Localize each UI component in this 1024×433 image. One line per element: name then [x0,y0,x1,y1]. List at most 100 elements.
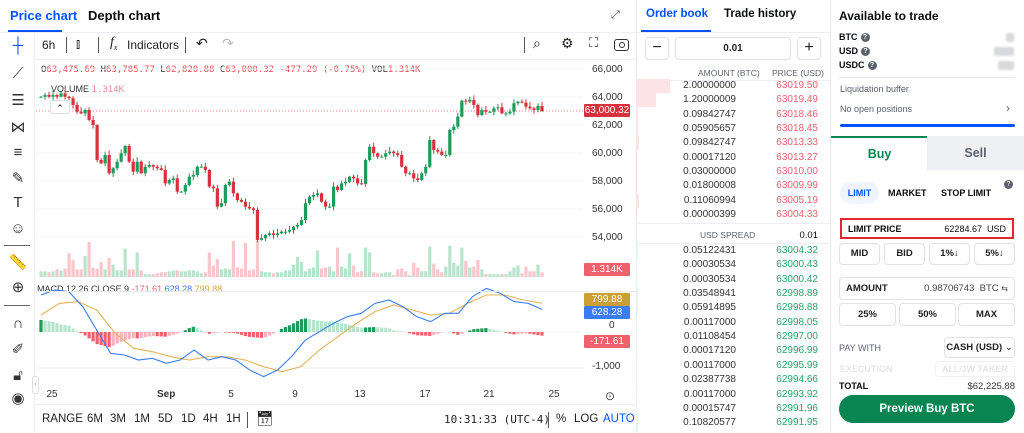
decrease-step-button[interactable]: − [645,37,669,60]
bid-button[interactable]: BID [884,243,925,265]
horizontal-lines-icon[interactable]: ☰ [11,92,25,109]
mid-button[interactable]: MID [839,243,880,265]
preview-buy-button[interactable]: Preview Buy BTC [839,395,1015,423]
alert-search-icon[interactable]: ⌕ [533,35,541,51]
pane-divider[interactable] [36,291,636,292]
limit-price-input[interactable]: LIMIT PRICE 62284.67 USD [840,218,1014,239]
bid-row[interactable]: 0.00017120 62996.99 [636,344,830,359]
tab-order-book[interactable]: Order book [646,8,708,20]
tab-price-chart[interactable]: Price chart [10,8,78,23]
bid-row[interactable]: 0.01108454 62997.00 [636,330,830,345]
bid-row[interactable]: 0.00117000 62998.05 [636,315,830,330]
pattern-icon[interactable]: ⋈ [10,119,26,136]
tab-depth-chart[interactable]: Depth chart [88,8,161,23]
amount-25-button[interactable]: 25% [839,303,896,326]
bid-row[interactable]: 0.00030534 63000.42 [636,272,830,287]
ask-row[interactable]: 0.09842747 63018.46 [636,107,830,122]
candle-body [396,153,400,155]
bid-row[interactable]: 0.02387738 62994.66 [636,373,830,388]
positions-text[interactable]: No open positions [840,104,913,114]
ask-row[interactable]: 0.00017120 63013.27 [636,150,830,165]
amount-50-button[interactable]: 50% [899,303,956,326]
fullscreen-icon[interactable]: ⛶ [589,35,599,50]
range-3m[interactable]: 3M [110,413,126,425]
range-6m[interactable]: 6M [87,413,103,425]
one-percent-button[interactable]: 1%↓ [929,243,970,265]
five-percent-button[interactable]: 5%↓ [974,243,1015,265]
order-type-market[interactable]: MARKET [888,188,927,198]
date-range-icon[interactable]: 📅︎ [256,410,274,426]
help-icon[interactable]: ? [867,61,877,71]
bid-row[interactable]: 0.03548941 62998.89 [636,287,830,302]
crosshair-icon[interactable]: ┼ [12,37,24,54]
bid-row[interactable]: 0.05122431 63004.32 [636,244,830,258]
tab-trade-history[interactable]: Trade history [724,8,797,20]
lock-drawing-icon[interactable]: ✐ [11,341,25,358]
ask-row[interactable]: 0.01800008 63009.99 [636,179,830,194]
zoom-in-icon[interactable]: ⊕ [11,279,25,296]
auto-toggle[interactable]: AUTO [603,413,635,425]
magnet-icon[interactable]: ∩ [12,315,24,332]
range-1h[interactable]: 1H [226,413,241,425]
divider [636,223,830,224]
chart-settings-icon[interactable]: ⊙ [605,389,616,403]
range-1d[interactable]: 1D [181,413,196,425]
range-5d[interactable]: 5D [158,413,173,425]
ask-row[interactable]: 0.00000399 63004.33 [636,208,830,223]
settings-icon[interactable]: ⚙ [561,35,574,51]
ask-row[interactable]: 1.20000009 63019.49 [636,93,830,108]
candle-body [47,95,51,97]
bid-row[interactable]: 0.00117000 62995.99 [636,358,830,373]
amount-input[interactable]: AMOUNT 0.98706743 BTC ⇆ [839,277,1015,300]
fib-icon[interactable]: ≡ [13,144,23,161]
text-icon[interactable]: T [13,194,23,211]
bid-row[interactable]: 0.00117000 62993.92 [636,387,830,402]
unlock-icon[interactable]: 🔓︎ [13,367,23,384]
percent-toggle[interactable]: % [556,413,567,425]
function-icon[interactable]: fx [110,35,118,52]
undo-icon[interactable]: ↶ [196,35,208,51]
step-size-input[interactable]: 0.01 [675,37,791,60]
candle-body [388,151,392,154]
brush-icon[interactable]: ✎ [11,170,25,187]
order-type-limit[interactable]: LIMIT [840,182,879,204]
bid-row[interactable]: 0.00015747 62991.96 [636,401,830,416]
price-chart[interactable] [0,0,636,433]
order-type-stop-limit[interactable]: STOP LIMIT [941,188,992,198]
eye-icon[interactable]: ◉ [11,390,25,407]
ask-row[interactable]: 0.09842747 63013.33 [636,136,830,151]
sell-tab[interactable]: Sell [927,136,1024,170]
interval-select[interactable]: 6h [42,38,56,52]
ask-row[interactable]: 0.05905657 63018.45 [636,122,830,137]
ask-row[interactable]: 2.00000000 63019.50 [636,79,830,93]
candle-type-icon[interactable]: ⫾ [76,36,81,51]
indicators-button[interactable]: Indicators [127,38,180,52]
bid-row[interactable]: 0.05914895 62998.88 [636,301,830,316]
order-amount: 0.05905657 [683,123,736,135]
amount-max-button[interactable]: MAX [958,303,1015,326]
range-1m[interactable]: 1M [134,413,150,425]
ruler-icon[interactable]: 📏 [8,254,28,271]
chevron-right-icon[interactable]: › [1006,101,1010,115]
camera-icon[interactable] [614,39,629,51]
trendline-icon[interactable]: ⟋ [12,65,24,82]
ask-row[interactable]: 0.03000000 63010.00 [636,165,830,180]
buy-tab[interactable]: Buy [831,136,928,170]
log-toggle[interactable]: LOG [574,413,599,425]
redo-icon[interactable]: ↷ [222,35,234,51]
increase-step-button[interactable]: + [797,37,821,60]
bid-row[interactable]: 0.00030534 63000.43 [636,258,830,273]
help-icon[interactable]: ? [1004,179,1013,189]
collapse-toolbar-handle[interactable]: ‹ [32,376,39,394]
swap-icon[interactable]: ⇆ [1001,284,1008,293]
execution-select[interactable]: ALLOW TAKER [935,361,1015,377]
help-icon[interactable]: ? [861,47,871,57]
pay-with-select[interactable]: CASH (USD) ⌄ [944,337,1015,358]
emoji-icon[interactable]: ☺ [10,220,26,237]
collapse-legend-button[interactable]: ⌃ [50,100,70,114]
expand-icon[interactable]: ⤢ [611,9,620,21]
help-icon[interactable]: ? [860,33,870,43]
bid-row[interactable]: 0.10820577 62991.95 [636,416,830,431]
range-4h[interactable]: 4H [203,413,218,425]
ask-row[interactable]: 0.11060994 63005.19 [636,193,830,208]
